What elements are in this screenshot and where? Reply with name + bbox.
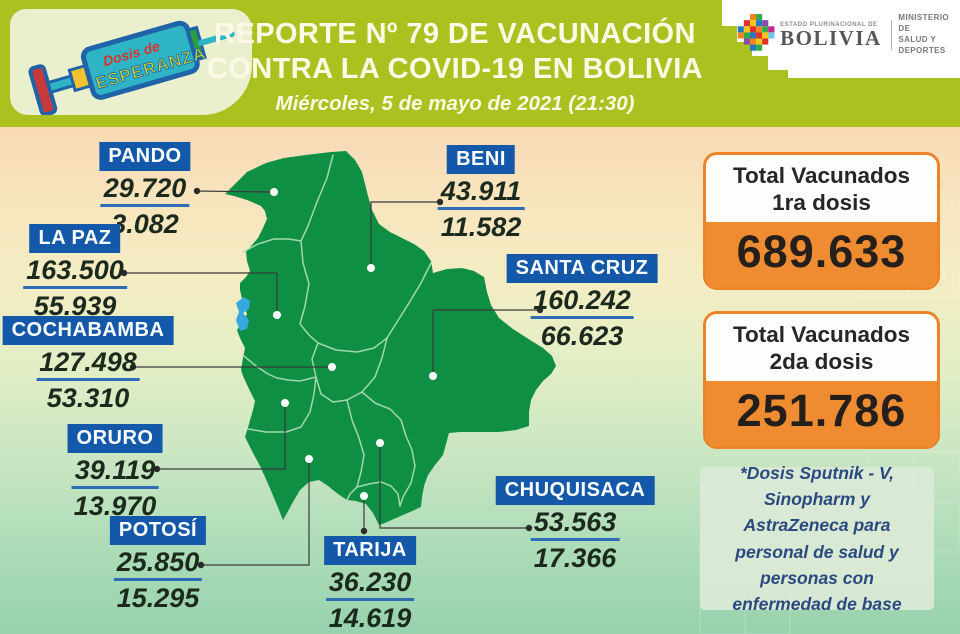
header: Dosis de ESPERANZA REPORTE Nº 79 DE VACU…: [0, 0, 960, 127]
gov-divider: [890, 20, 892, 50]
dept-label-pando: PANDO 29.720 3.082: [99, 142, 191, 240]
total-first-dose-card: Total Vacunados 1ra dosis 689.633: [703, 152, 940, 290]
dose1-value: 39.119: [68, 456, 163, 490]
dose2-value: 53.310: [46, 383, 130, 414]
dose1-value: 36.230: [324, 568, 416, 602]
dose2-value: 17.366: [533, 543, 617, 574]
dose2-value: 3.082: [111, 209, 179, 240]
dept-label-la-paz: LA PAZ 163.500 55.939: [23, 224, 127, 321]
dose1-value: 160.242: [507, 286, 658, 320]
dose1-value: 163.500: [23, 256, 127, 290]
total-card-label-line1: Total Vacunados: [732, 322, 911, 347]
report-title-block: REPORTE Nº 79 DE VACUNACIÓN CONTRA LA CO…: [185, 17, 725, 116]
dose2-value: 66.623: [540, 321, 624, 352]
dept-badge: BENI: [447, 145, 515, 174]
vaccine-footnote-text: *Dosis Sputnik - V, Sinopharm y AstraZen…: [732, 462, 902, 614]
state-label: ESTADO PLURINACIONAL DE: [780, 21, 878, 28]
dose1-value: 53.563: [496, 508, 655, 542]
vaccine-footnote: *Dosis Sputnik - V, Sinopharm y AstraZen…: [700, 463, 934, 614]
dose1-value: 127.498: [3, 348, 174, 382]
bolivia-state-emblem-icon: [737, 14, 775, 51]
report-title-line1: REPORTE Nº 79 DE VACUNACIÓN: [214, 18, 696, 50]
ministry-line1: MINISTERIO DE: [898, 13, 950, 34]
dept-badge: SANTA CRUZ: [506, 254, 658, 283]
dept-badge: COCHABAMBA: [2, 316, 174, 345]
dose2-value: 55.939: [33, 291, 117, 322]
dose2-value: 13.970: [73, 491, 157, 522]
dept-label-tarija: TARIJA 36.230 14.619: [324, 536, 416, 633]
total-card-label-line2: 1ra dosis: [772, 190, 871, 215]
department-borders: [242, 154, 432, 507]
dept-label-chuquisaca: CHUQUISACA 53.563 17.366: [495, 476, 655, 574]
total-second-dose-card: Total Vacunados 2da dosis 251.786: [703, 311, 940, 449]
connector-end-dots: [120, 187, 544, 569]
total-card-label-line2: 2da dosis: [769, 349, 874, 374]
dept-label-potosi: POTOSÍ 25.850 15.295: [109, 516, 207, 614]
report-title-line2: CONTRA LA COVID-19 EN BOLIVIA: [206, 52, 704, 85]
dept-label-beni: BENI 43.911 11.582: [437, 145, 525, 243]
dept-label-cochabamba: COCHABAMBA 127.498 53.310: [2, 316, 174, 414]
dept-badge: PANDO: [99, 142, 191, 171]
syringe-logo: Dosis de ESPERANZA: [28, 20, 235, 117]
total-second-dose-value: 251.786: [706, 381, 937, 446]
campaign-logo-panel: Dosis de ESPERANZA: [10, 9, 252, 117]
state-name: BOLIVIA: [780, 25, 882, 50]
dose2-value: 15.295: [116, 583, 200, 614]
gov-panel-background: [722, 0, 960, 78]
dept-badge: TARIJA: [324, 536, 416, 565]
lake-titicaca: [236, 297, 250, 331]
total-card-label-line1: Total Vacunados: [732, 163, 911, 188]
dept-badge: ORURO: [67, 424, 163, 453]
syringe-needle: [197, 31, 235, 46]
total-first-dose-value: 689.633: [706, 222, 937, 287]
dept-badge: POTOSÍ: [109, 516, 207, 545]
label-connector-lines: [124, 190, 540, 566]
dose2-value: 11.582: [440, 212, 522, 243]
dose1-value: 25.850: [110, 548, 206, 582]
department-marker-dots: [270, 188, 437, 500]
dose1-value: 43.911: [437, 177, 525, 211]
dose1-value: 29.720: [99, 174, 190, 208]
government-logo-block: ESTADO PLURINACIONAL DE BOLIVIA MINISTER…: [722, 0, 960, 70]
dose2-value: 14.619: [328, 603, 412, 634]
dept-badge: LA PAZ: [29, 224, 121, 253]
report-date: Miércoles, 5 de mayo de 2021 (21:30): [275, 91, 635, 115]
dept-badge: CHUQUISACA: [495, 476, 655, 505]
dept-label-oruro: ORURO 39.119 13.970: [67, 424, 163, 522]
dept-label-santa-cruz: SANTA CRUZ 160.242 66.623: [506, 254, 658, 352]
ministry-line2: SALUD Y DEPORTES: [898, 35, 946, 55]
